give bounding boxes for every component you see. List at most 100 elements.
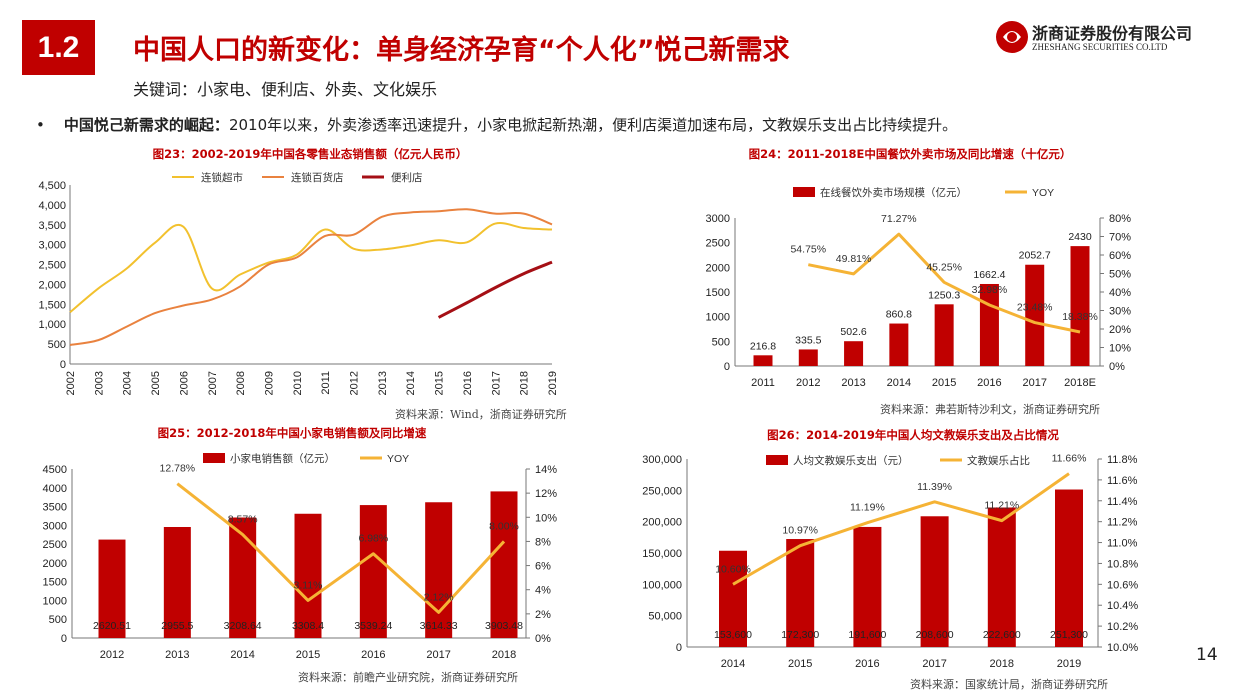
y-tick-label: 0 <box>60 359 66 371</box>
y-tick-label: 1,500 <box>38 299 66 311</box>
y-tick-label: 3,000 <box>38 240 66 252</box>
x-tick-label: 2016 <box>855 658 879 670</box>
yoy-label: 2.12% <box>424 591 454 603</box>
yoy-label: 71.27% <box>881 213 917 225</box>
yoy-label: 11.21% <box>984 500 1019 512</box>
yoy-label: 10.97% <box>782 525 818 537</box>
y-tick-label: 1500 <box>706 287 730 299</box>
yoy-label: 49.81% <box>836 253 872 265</box>
x-tick-label: 2013 <box>377 371 389 395</box>
y-tick-label: 3,500 <box>38 220 66 232</box>
legend-bar-swatch <box>766 455 788 465</box>
bar-value-label: 2620.51 <box>93 620 131 632</box>
y-tick-label: 50,000 <box>648 611 682 623</box>
y2-tick-label: 11.2% <box>1107 517 1138 529</box>
x-tick-label: 2017 <box>490 371 502 395</box>
bar-value-label: 1250.3 <box>928 289 960 301</box>
y-tick-label: 500 <box>712 336 730 348</box>
x-tick-label: 2007 <box>207 371 219 395</box>
legend-label: 连锁超市 <box>201 171 243 184</box>
bar-value-label: 3903.48 <box>485 620 523 632</box>
x-tick-label: 2002 <box>65 371 77 395</box>
chart24-source: 资料来源：弗若斯特沙利文，浙商证券研究所 <box>880 403 1100 416</box>
bar-value-label: 1662.4 <box>973 269 1005 281</box>
keywords: 关键词：小家电、便利店、外卖、文化娱乐 <box>133 80 438 99</box>
y2-tick-label: 12% <box>535 488 557 500</box>
company-logo-icon <box>996 21 1028 53</box>
legend-label: 连锁百货店 <box>291 171 344 184</box>
chart26-source: 资料来源：国家统计局，浙商证券研究所 <box>910 678 1108 691</box>
y-tick-label: 2000 <box>43 558 67 570</box>
y2-tick-label: 30% <box>1109 306 1131 318</box>
x-tick-label: 2017 <box>922 658 946 670</box>
bar <box>98 539 126 638</box>
x-tick-label: 2015 <box>296 649 320 661</box>
x-tick-label: 2018 <box>492 649 516 661</box>
y-tick-label: 300,000 <box>642 454 682 466</box>
y2-tick-label: 20% <box>1109 324 1131 336</box>
page-title: 中国人口的新变化：单身经济孕育“个人化”悦己新需求 <box>133 35 790 66</box>
bar <box>163 527 191 638</box>
x-tick-label: 2008 <box>235 371 247 395</box>
yoy-line <box>807 232 1081 334</box>
y-tick-label: 4,500 <box>38 180 66 192</box>
chart23-title: 图23：2002-2019年中国各零售业态销售额（亿元人民币） <box>152 147 468 161</box>
y2-tick-label: 10% <box>1109 343 1131 355</box>
y2-tick-label: 11.4% <box>1107 496 1138 508</box>
x-tick-label: 2014 <box>887 377 911 389</box>
yoy-label: 32.98% <box>972 284 1008 296</box>
x-tick-label: 2015 <box>434 371 446 395</box>
yoy-label: 54.75% <box>790 244 826 256</box>
y2-tick-label: 10% <box>535 512 557 524</box>
yoy-label: 8.00% <box>489 520 519 532</box>
bar <box>719 550 747 647</box>
legend-line-label: YOY <box>1032 187 1054 199</box>
bar-value-label: 153,600 <box>714 629 752 641</box>
legend-bar-label: 在线餐饮外卖市场规模（亿元） <box>820 186 967 199</box>
y-tick-label: 2500 <box>43 539 67 551</box>
company-name: 浙商证券股份有限公司 <box>1032 24 1193 43</box>
y2-tick-label: 10.4% <box>1107 600 1138 612</box>
x-tick-label: 2016 <box>361 649 385 661</box>
y2-tick-label: 70% <box>1109 232 1131 244</box>
y2-tick-label: 10.6% <box>1107 579 1138 591</box>
legend-bar-swatch <box>203 453 225 463</box>
y-tick-label: 3500 <box>43 502 67 514</box>
bar-value-label: 502.6 <box>840 326 866 338</box>
legend-bar-label: 小家电销售额（亿元） <box>230 452 335 465</box>
y2-tick-label: 40% <box>1109 287 1131 299</box>
y2-tick-label: 10.0% <box>1107 642 1138 654</box>
bar <box>979 283 999 366</box>
bar <box>425 502 453 638</box>
bar-value-label: 251,300 <box>1050 629 1088 641</box>
x-tick-label: 2015 <box>932 377 956 389</box>
legend-line-label: YOY <box>387 453 409 465</box>
y2-tick-label: 11.6% <box>1107 475 1138 487</box>
page-number: 14 <box>1196 645 1218 665</box>
y-tick-label: 1500 <box>43 577 67 589</box>
x-tick-label: 2014 <box>230 649 254 661</box>
y2-tick-label: 4% <box>535 585 551 597</box>
bar-value-label: 335.5 <box>795 334 821 346</box>
bar <box>1070 246 1090 366</box>
yoy-label: 6.98% <box>358 533 388 545</box>
y2-tick-label: 80% <box>1109 213 1131 225</box>
bar <box>934 304 954 366</box>
x-tick-label: 2006 <box>178 371 190 395</box>
y-tick-label: 500 <box>49 614 67 626</box>
legend-bar-swatch <box>793 187 815 197</box>
x-tick-label: 2018 <box>519 371 531 395</box>
chart26-title: 图26：2014-2019年中国人均文教娱乐支出及占比情况 <box>767 428 1059 442</box>
y-tick-label: 2500 <box>706 238 730 250</box>
chart25-source: 资料来源：前瞻产业研究院，浙商证券研究所 <box>298 671 518 684</box>
yoy-label: 3.11% <box>294 579 323 591</box>
x-tick-label: 2018E <box>1064 377 1096 389</box>
bar-value-label: 2955.5 <box>161 620 193 632</box>
bar <box>844 341 864 366</box>
bar <box>853 526 882 647</box>
yoy-line <box>732 472 1070 586</box>
bar-value-label: 3308.4 <box>292 620 324 632</box>
yoy-label: 11.39% <box>917 481 952 493</box>
bar-value-label: 3539.24 <box>354 620 392 632</box>
